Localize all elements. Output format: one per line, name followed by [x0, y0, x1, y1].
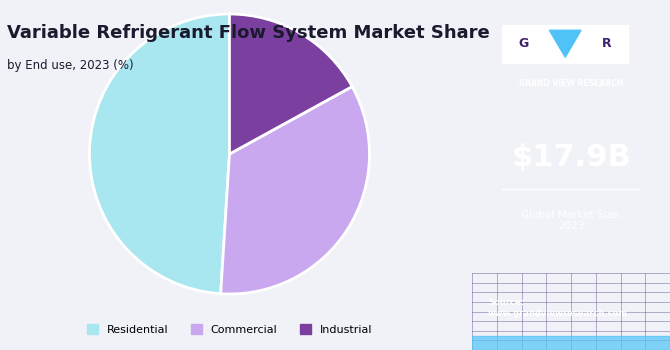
Text: $17.9B: $17.9B	[511, 143, 631, 172]
Bar	[585, 25, 628, 63]
Legend: Residential, Commercial, Industrial: Residential, Commercial, Industrial	[82, 320, 377, 340]
Bar	[472, 336, 670, 350]
Text: GRAND VIEW RESEARCH: GRAND VIEW RESEARCH	[519, 79, 623, 89]
Text: Source:
www.grandviewresearch.com: Source: www.grandviewresearch.com	[488, 298, 628, 318]
Text: by End use, 2023 (%): by End use, 2023 (%)	[7, 60, 133, 72]
Text: Variable Refrigerant Flow System Market Share: Variable Refrigerant Flow System Market …	[7, 25, 490, 42]
Text: R: R	[602, 37, 612, 50]
Wedge shape	[220, 86, 369, 294]
Text: Global Market Size,
2023: Global Market Size, 2023	[521, 210, 622, 231]
Text: G: G	[519, 37, 529, 50]
Bar	[502, 25, 545, 63]
Wedge shape	[90, 14, 229, 294]
Polygon shape	[549, 30, 581, 57]
Bar	[543, 25, 587, 63]
Wedge shape	[229, 14, 352, 154]
